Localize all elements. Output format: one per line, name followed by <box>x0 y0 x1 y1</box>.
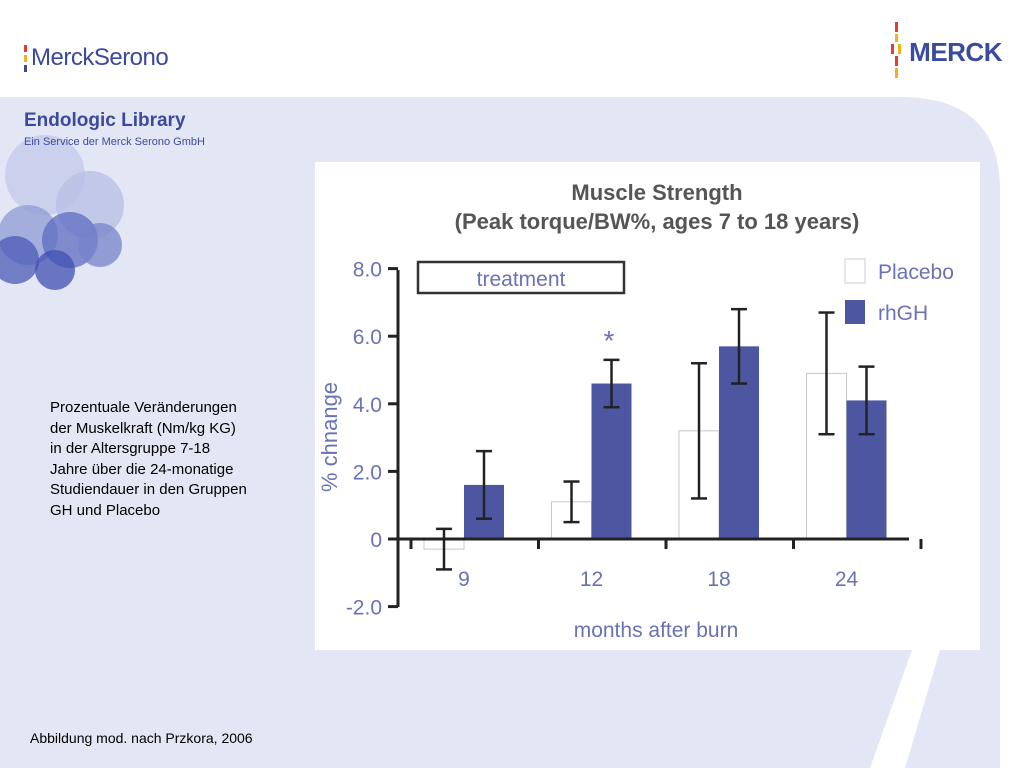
error-bar-rhgh-9 <box>476 449 492 520</box>
treatment-label: treatment <box>477 268 566 291</box>
merck-logo: MERCK <box>891 22 1002 82</box>
merck-serono-logo-text: MerckSerono <box>31 44 169 71</box>
error-bar-placebo-18 <box>691 361 707 500</box>
library-title: Endologic Library <box>24 110 186 131</box>
y-tick-label: -2.0 <box>346 597 382 620</box>
error-bar-rhgh-18 <box>731 307 747 385</box>
merck-logo-text: MERCK <box>909 36 1002 67</box>
legend-label-rhgh: rhGH <box>878 302 928 325</box>
treatment-box <box>416 260 626 295</box>
y-tick-label: 6.0 <box>353 326 382 349</box>
legend-label-placebo: Placebo <box>878 261 954 284</box>
y-tick-label: 2.0 <box>353 461 382 484</box>
legend-swatch-placebo <box>844 258 866 284</box>
x-axis-label: months after burn <box>574 619 739 642</box>
y-axis-ticks: -2.0 0 2.0 4.0 6.0 8.0 <box>346 259 398 620</box>
molecule-image <box>0 135 124 290</box>
error-bar-placebo-24 <box>818 311 835 436</box>
error-bar-rhgh-24 <box>858 365 875 436</box>
library-subtitle: Ein Service der Merck Serono GmbH <box>24 136 205 148</box>
legend-swatch-rhgh <box>845 300 865 324</box>
chart-subtitle: (Peak torque/BW%, ages 7 to 18 years) <box>455 209 860 234</box>
chart-title: Muscle Strength <box>571 180 742 205</box>
x-axis-ticks: 9 12 18 24 <box>409 539 923 591</box>
merck-cross-icon <box>891 22 902 78</box>
error-bar-placebo-12 <box>563 480 580 524</box>
significance-asterisk: * <box>604 325 615 356</box>
y-axis-label: % chnange <box>317 382 342 492</box>
figure-description: Prozentuale Veränderungen der Muskelkraf… <box>50 399 247 519</box>
error-bar-placebo-9 <box>436 527 452 571</box>
y-tick-label: 8.0 <box>353 259 382 282</box>
y-tick-label: 0 <box>370 529 382 552</box>
y-tick-label: 4.0 <box>353 394 382 417</box>
x-tick-label: 9 <box>458 568 470 591</box>
figure-citation: Abbildung mod. nach Przkora, 2006 <box>30 730 253 746</box>
x-tick-label: 24 <box>835 568 859 591</box>
legend: Placebo rhGH <box>844 258 954 325</box>
logo-bars-icon <box>24 44 27 72</box>
error-bar-rhgh-12 <box>603 358 620 409</box>
merck-serono-logo: MerckSerono <box>24 38 169 78</box>
error-bars <box>436 307 875 571</box>
bar-rhgh-12 <box>591 383 632 539</box>
x-tick-label: 18 <box>707 568 730 591</box>
x-tick-label: 12 <box>580 568 603 591</box>
